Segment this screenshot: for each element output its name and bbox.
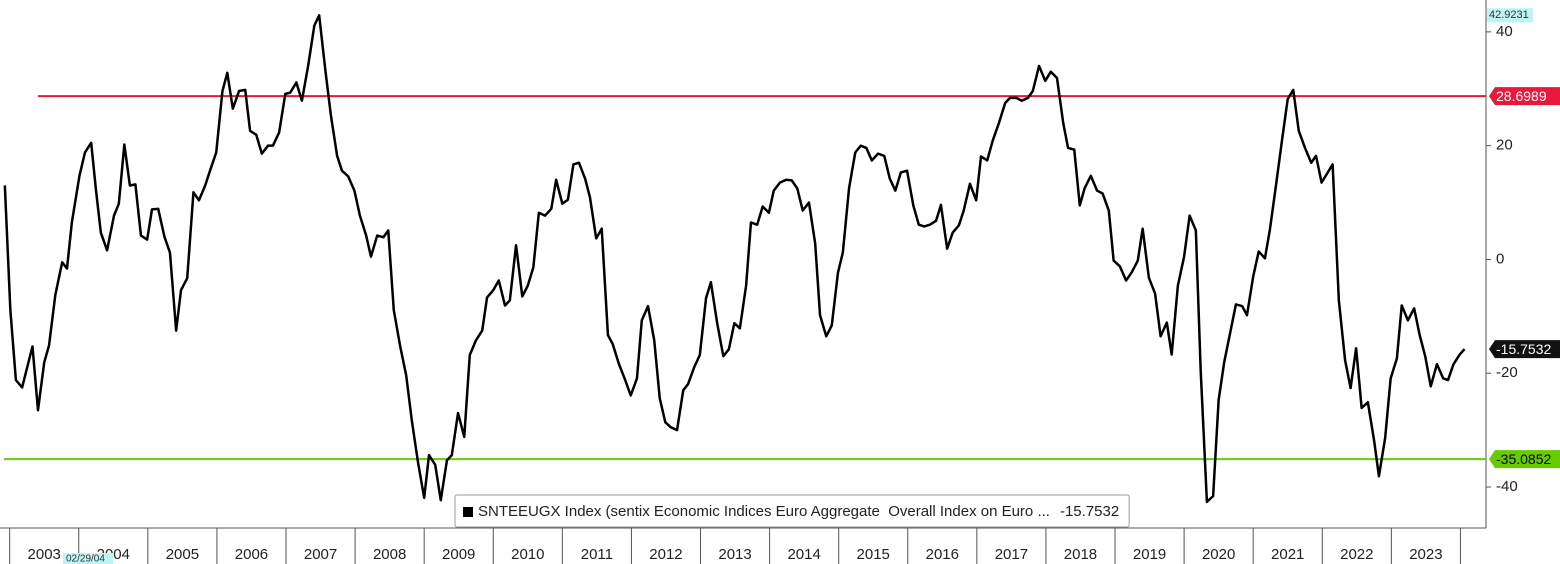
- x-tick-label: 2015: [857, 546, 890, 563]
- x-tick-label: 2007: [304, 546, 337, 563]
- x-tick-label: 2003: [28, 546, 61, 563]
- x-tick-label: 2017: [995, 546, 1028, 563]
- x-tick-label: 2014: [787, 546, 820, 563]
- cursor-label: 02/29/04: [66, 554, 105, 564]
- series-line: [3, 14, 1466, 504]
- value-tag: [1489, 450, 1560, 469]
- value-tag-label: 28.6989: [1496, 88, 1547, 104]
- value-tag-label: -35.0852: [1496, 451, 1551, 467]
- y-tick-label: -20: [1496, 364, 1518, 381]
- value-tag-label: -15.7532: [1496, 341, 1551, 357]
- x-tick-label: 2005: [166, 546, 199, 563]
- x-tick-label: 2009: [442, 546, 475, 563]
- y-tick-label: 20: [1496, 137, 1513, 154]
- value-tag: [1489, 87, 1560, 106]
- x-tick-label: 2019: [1133, 546, 1166, 563]
- x-tick-label: 2010: [511, 546, 544, 563]
- y-tick-label: 0: [1496, 250, 1504, 267]
- x-tick-label: 2006: [235, 546, 268, 563]
- x-tick-label: 2021: [1271, 546, 1304, 563]
- y-tick-label: -40: [1496, 478, 1518, 495]
- cursor-tag: [63, 553, 113, 564]
- x-tick-label: 2023: [1409, 546, 1442, 563]
- value-tag: [1489, 340, 1560, 359]
- max-tag: [1487, 8, 1533, 23]
- legend-box: [454, 494, 1130, 528]
- x-tick-label: 2013: [718, 546, 751, 563]
- x-tick-label: 2012: [649, 546, 682, 563]
- legend-label: SNTEEUGX Index (sentix Economic Indices …: [478, 503, 1050, 520]
- legend: SNTEEUGX Index (sentix Economic Indices …: [454, 494, 1130, 528]
- max-tag-label: 42.9231: [1489, 9, 1529, 21]
- x-tick-label: 2018: [1064, 546, 1097, 563]
- x-tick-label: 2016: [926, 546, 959, 563]
- x-tick-label: 2022: [1340, 546, 1373, 563]
- legend-value: -15.7532: [1060, 503, 1119, 520]
- x-tick-label: 2020: [1202, 546, 1235, 563]
- legend-swatch: [463, 507, 473, 517]
- x-tick-label: 2008: [373, 546, 406, 563]
- y-tick-label: 40: [1496, 23, 1513, 40]
- x-tick-label: 2011: [581, 546, 613, 563]
